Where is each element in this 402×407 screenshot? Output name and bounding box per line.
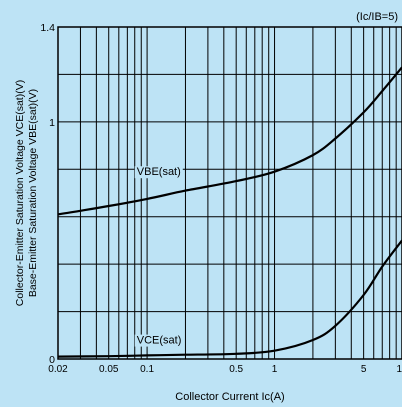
series-label-bg bbox=[134, 166, 183, 179]
series-line-vbe-sat bbox=[57, 66, 402, 216]
series-label-vbe-sat: VBE(sat) bbox=[137, 166, 181, 178]
x-tick-label: 1 bbox=[272, 364, 278, 375]
y-tick-labels: 011.4 bbox=[40, 22, 55, 366]
curves: VBE(sat) VCE(sat) bbox=[57, 66, 402, 358]
x-tick-label: 10 bbox=[396, 364, 402, 375]
plot-frame bbox=[57, 26, 402, 360]
series-label-vce-sat: VCE(sat) bbox=[137, 335, 182, 347]
x-tick-label: 0.05 bbox=[99, 364, 119, 375]
y-tick-label: 1.4 bbox=[40, 22, 55, 34]
x-tick-label: 0.5 bbox=[229, 364, 243, 375]
x-tick-label: 0.02 bbox=[48, 364, 68, 375]
series-label-bg bbox=[134, 334, 184, 347]
x-axis-label: Collector Current Ic(A) bbox=[175, 391, 284, 403]
x-tick-labels: 0.02 0.05 0.1 0.5 1 5 10 bbox=[48, 364, 402, 375]
series-line-vce-sat bbox=[57, 239, 402, 358]
y-axis-label-line1: Collector-Emitter Saturation Voltage VCE… bbox=[14, 80, 26, 306]
y-axis-label-line2: Base-Emitter Saturation Voltage VBE(sat)… bbox=[27, 89, 39, 297]
x-tick-label: 0.1 bbox=[140, 364, 154, 375]
x-tick-label: 5 bbox=[361, 364, 367, 375]
y-tick-label: 1 bbox=[49, 117, 55, 129]
y-tick-label: 0 bbox=[49, 354, 55, 366]
annotation: (Ic/IB=5) bbox=[356, 11, 398, 23]
grid bbox=[58, 27, 402, 359]
